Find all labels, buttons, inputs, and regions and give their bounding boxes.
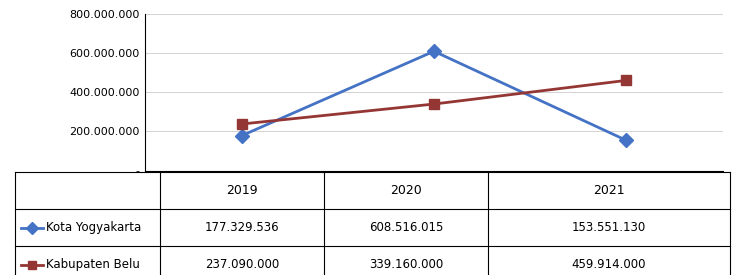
Text: 2019: 2019: [226, 184, 258, 197]
Text: 177.329.536: 177.329.536: [205, 221, 279, 234]
Text: 339.160.000: 339.160.000: [369, 258, 443, 271]
Text: 153.551.130: 153.551.130: [572, 221, 646, 234]
Text: Kota Yogyakarta: Kota Yogyakarta: [46, 221, 142, 234]
Text: Kabupaten Belu: Kabupaten Belu: [46, 258, 140, 271]
Text: 2020: 2020: [390, 184, 422, 197]
Text: 608.516.015: 608.516.015: [369, 221, 443, 234]
Text: 237.090.000: 237.090.000: [205, 258, 279, 271]
Text: 459.914.000: 459.914.000: [572, 258, 646, 271]
Text: 2021: 2021: [593, 184, 625, 197]
